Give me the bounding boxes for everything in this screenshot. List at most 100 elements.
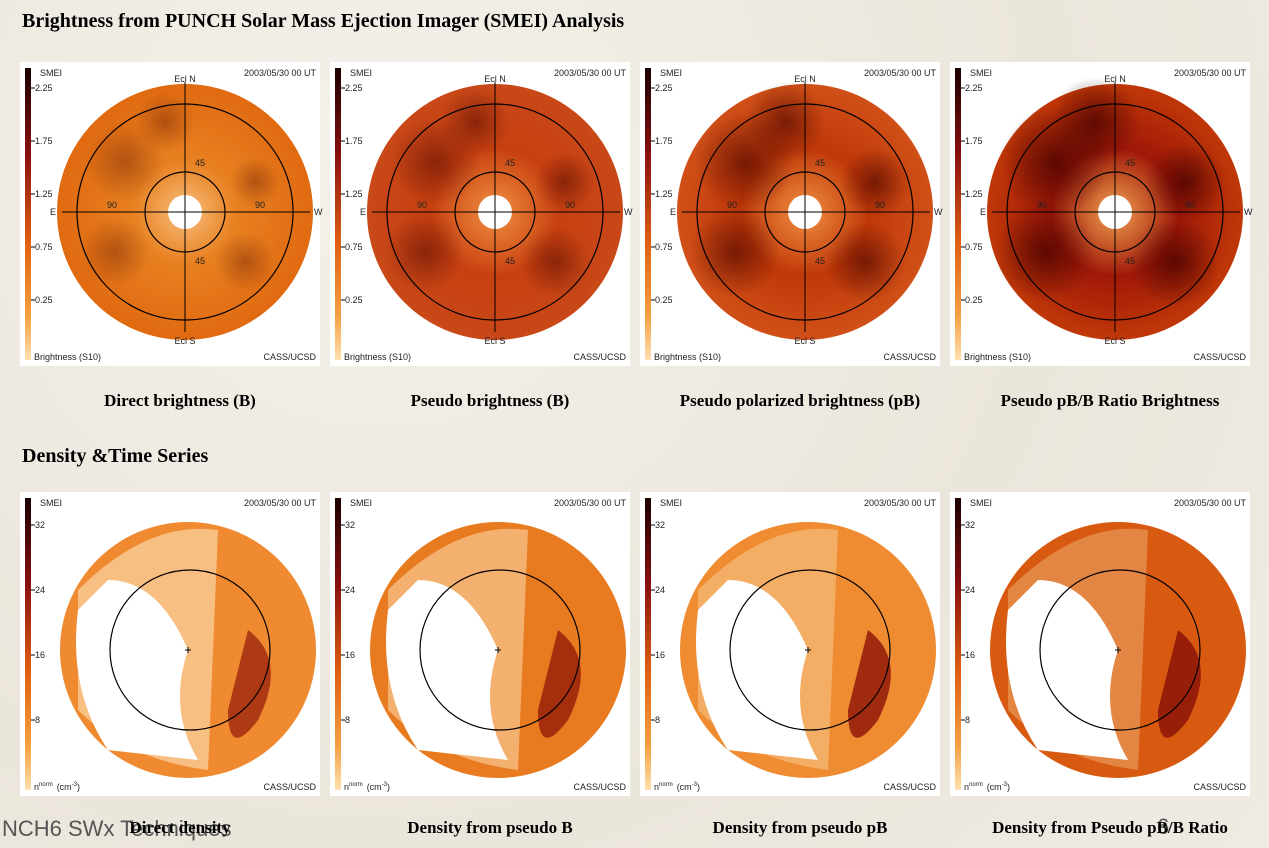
scale-tick-label: 24 (35, 585, 45, 595)
density-panel: SMEI2003/05/30 00 UTCASS/UCSDDensity fro… (950, 492, 1250, 837)
section-title: Brightness from PUNCH Solar Mass Ejectio… (22, 10, 624, 32)
date-label: 2003/05/30 00 UT (244, 68, 317, 78)
credit-label: CASS/UCSD (883, 352, 936, 362)
scale-tick-label: 32 (35, 520, 45, 530)
south-label: Ecl S (174, 336, 195, 346)
scale-tick-label: 8 (345, 715, 350, 725)
color-bar (25, 498, 31, 790)
dark-region (825, 222, 905, 302)
east-label: E (670, 207, 676, 217)
section-title: Density &Time Series (22, 445, 208, 467)
south-label: Ecl S (1104, 336, 1125, 346)
date-label: 2003/05/30 00 UT (554, 68, 627, 78)
ring-label: 45 (1125, 256, 1135, 266)
ring-label: 45 (1125, 158, 1135, 168)
scale-tick-label: 1.75 (965, 136, 983, 146)
scale-tick-label: 0.25 (655, 295, 673, 305)
ring-label: 45 (195, 256, 205, 266)
slide: Brightness from PUNCH Solar Mass Ejectio… (0, 0, 1269, 848)
scale-tick-label: 1.25 (35, 189, 53, 199)
panel-caption: Pseudo brightness (B) (411, 391, 570, 410)
dark-region (745, 82, 825, 162)
unit-part: ) (387, 782, 390, 792)
source-label: SMEI (40, 68, 62, 78)
credit-label: CASS/UCSD (1193, 352, 1246, 362)
ring-label: 90 (417, 200, 427, 210)
dark-region (1050, 77, 1140, 167)
unit-label: Brightness (S10) (654, 352, 721, 362)
ring-label: 45 (815, 256, 825, 266)
unit-part: (cm (677, 782, 692, 792)
scale-tick-label: 1.25 (965, 189, 983, 199)
color-bar (955, 68, 961, 360)
west-label: W (1244, 207, 1253, 217)
unit-label: Brightness (S10) (344, 352, 411, 362)
scale-tick-label: 2.25 (35, 83, 53, 93)
dark-region (80, 217, 150, 287)
north-label: Ecl N (1104, 74, 1126, 84)
west-label: W (934, 207, 943, 217)
ring-label: 90 (1037, 200, 1047, 210)
credit-label: CASS/UCSD (573, 352, 626, 362)
scale-tick-label: 32 (655, 520, 665, 530)
panel-caption: Direct brightness (B) (104, 391, 256, 410)
east-label: E (980, 207, 986, 217)
scale-tick-label: 24 (965, 585, 975, 595)
panel-caption: Pseudo pB/B Ratio Brightness (1001, 391, 1220, 410)
credit-label: CASS/UCSD (263, 352, 316, 362)
date-label: 2003/05/30 00 UT (864, 68, 937, 78)
dark-region (385, 212, 465, 292)
ring-label: 45 (815, 158, 825, 168)
color-bar (25, 68, 31, 360)
south-label: Ecl S (794, 336, 815, 346)
scale-tick-label: 0.25 (345, 295, 363, 305)
scale-tick-label: 2.25 (655, 83, 673, 93)
scale-tick-label: 8 (655, 715, 660, 725)
source-label: SMEI (970, 498, 992, 508)
color-bar (645, 68, 651, 360)
density-panel: SMEI2003/05/30 00 UTCASS/UCSDDensity fro… (640, 492, 940, 837)
scale-tick-label: 1.25 (655, 189, 673, 199)
source-label: SMEI (40, 498, 62, 508)
ring-label: 90 (107, 200, 117, 210)
date-label: 2003/05/30 00 UT (554, 498, 627, 508)
scale-tick-label: 16 (345, 650, 355, 660)
unit-part: norm (969, 782, 983, 788)
credit-label: CASS/UCSD (883, 782, 936, 792)
scale-tick-label: 8 (35, 715, 40, 725)
scale-tick-label: 16 (35, 650, 45, 660)
color-bar (955, 498, 961, 790)
ring-label: 45 (505, 256, 515, 266)
scale-tick-label: 2.25 (965, 83, 983, 93)
ring-label: 45 (195, 158, 205, 168)
color-bar (335, 498, 341, 790)
scale-tick-label: 24 (655, 585, 665, 595)
scale-tick-label: 8 (965, 715, 970, 725)
west-label: W (314, 207, 323, 217)
date-label: 2003/05/30 00 UT (1174, 498, 1247, 508)
scale-tick-label: 1.25 (345, 189, 363, 199)
scale-tick-label: 0.75 (345, 242, 363, 252)
color-bar (645, 498, 651, 790)
dark-region (1130, 217, 1220, 307)
scale-tick-label: 32 (965, 520, 975, 530)
dark-region (135, 92, 195, 152)
unit-part: (cm (987, 782, 1002, 792)
panel-caption: Density from Pseudo pB/B Ratio (992, 818, 1228, 837)
north-label: Ecl N (484, 74, 506, 84)
scale-tick-label: 16 (965, 650, 975, 660)
scale-tick-label: 32 (345, 520, 355, 530)
south-label: Ecl S (484, 336, 505, 346)
ring-label: 90 (565, 200, 575, 210)
source-label: SMEI (350, 498, 372, 508)
ring-label: 90 (1185, 200, 1195, 210)
panel-caption: Density from pseudo pB (713, 818, 888, 837)
panel-caption: Pseudo polarized brightness (pB) (680, 391, 920, 410)
ring-label: 90 (875, 200, 885, 210)
scale-tick-label: 0.75 (35, 242, 53, 252)
unit-part: norm (659, 782, 673, 788)
east-label: E (360, 207, 366, 217)
dark-region (1145, 142, 1225, 222)
